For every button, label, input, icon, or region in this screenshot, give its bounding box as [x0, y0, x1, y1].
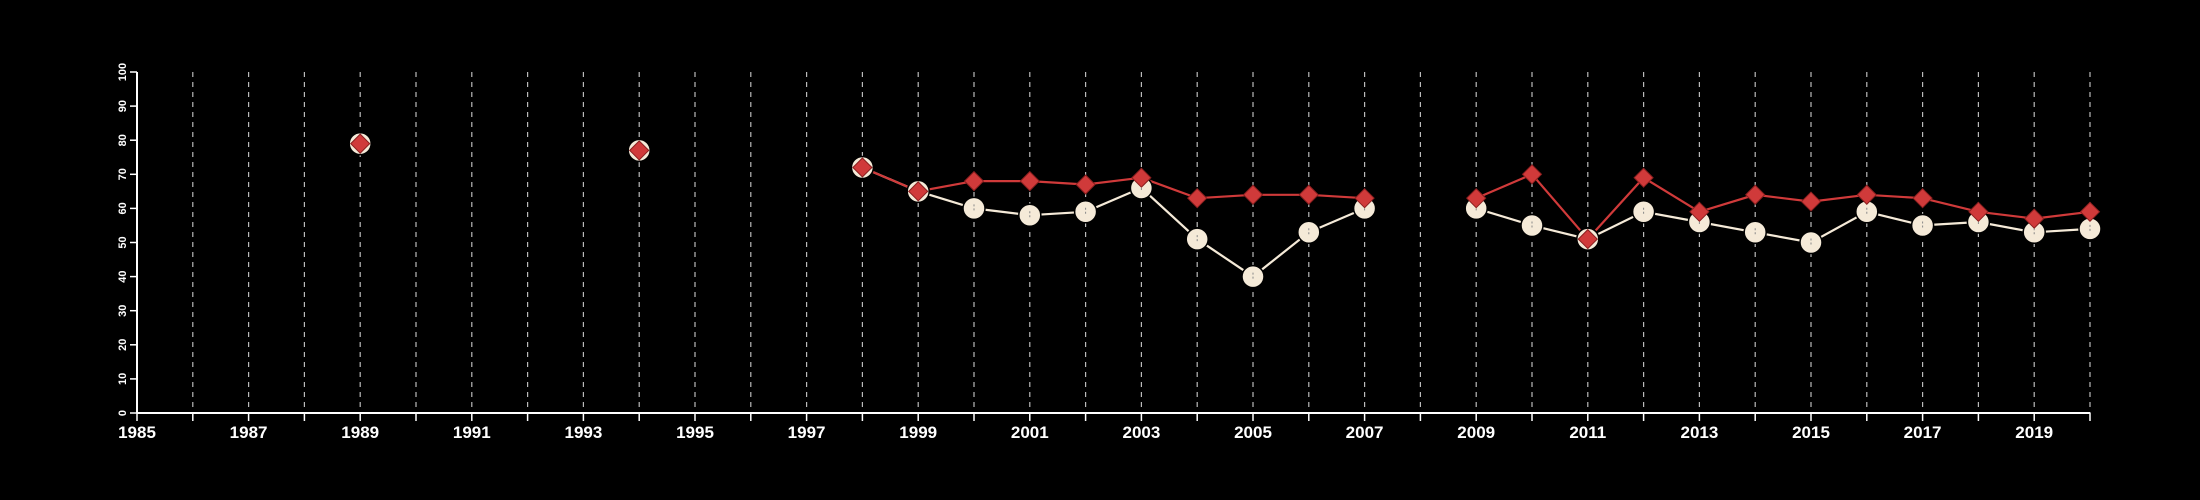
diamond-marker: [1354, 187, 1375, 209]
x-tick-label: 2001: [1011, 423, 1049, 442]
diamond-marker: [1242, 184, 1264, 205]
diamond-marker: [1075, 174, 1096, 195]
diamond-marker: [1689, 201, 1710, 223]
y-tick-label: 90: [117, 100, 129, 112]
diamond-marker: [1968, 201, 1989, 223]
diamond-marker: [1131, 167, 1152, 188]
x-tick-label: 1989: [341, 423, 379, 442]
y-tick-label: 70: [117, 168, 129, 180]
diamond-marker: [1633, 167, 1654, 188]
x-tick-label: 1985: [118, 423, 156, 442]
diamond-marker: [963, 170, 985, 192]
diamond-marker: [1577, 228, 1599, 250]
y-tick-label: 0: [117, 410, 129, 416]
axes: 0 10 20 30 40 50 60 70 80 90 100 1985 1987 1989 1991 19…: [117, 63, 2091, 442]
x-tick-label: 2003: [1122, 423, 1160, 442]
series-lines: [861, 166, 2091, 278]
x-tick-label: 2015: [1792, 423, 1830, 442]
x-tick-label: 2009: [1457, 423, 1495, 442]
x-tick-label: 1995: [676, 423, 714, 442]
x-tick-label: 1997: [788, 423, 826, 442]
y-tick-label: 40: [117, 270, 129, 282]
diamond-marker: [907, 181, 929, 202]
diamond-marker: [1521, 164, 1543, 185]
y-tick-label: 100: [117, 63, 129, 81]
y-tick-label: 60: [117, 202, 129, 214]
series-markers: [348, 131, 2102, 289]
x-tick-label: 2013: [1680, 423, 1718, 442]
x-tick-label: 2017: [1904, 423, 1942, 442]
diamond-marker: [2079, 201, 2101, 223]
diamond-marker: [1744, 184, 1766, 205]
x-tick-label: 2011: [1569, 423, 1606, 442]
diamond-marker: [1800, 191, 1822, 212]
x-tick-label: 2007: [1346, 423, 1384, 442]
series-line: [861, 166, 1366, 278]
y-tick-label: 50: [117, 236, 129, 248]
diamond-marker: [1856, 184, 1878, 205]
diamond-marker: [1019, 170, 1041, 192]
y-tick-label: 10: [117, 373, 129, 385]
y-tick-label: 80: [117, 134, 129, 146]
x-tick-label: 2019: [2015, 423, 2053, 442]
diamond-marker: [852, 157, 873, 178]
diamond-marker: [1186, 187, 1208, 209]
y-tick-label: 20: [117, 339, 129, 351]
x-tick-label: 1993: [564, 423, 602, 442]
series-line: [861, 166, 1365, 200]
x-tick-label: 1991: [453, 423, 491, 442]
diamond-marker: [1912, 187, 1933, 209]
diamond-marker: [2023, 208, 2045, 229]
diamond-marker: [628, 140, 650, 161]
diamond-marker: [1465, 187, 1487, 209]
x-tick-label: 2005: [1234, 423, 1272, 442]
diamond-marker: [1298, 184, 1320, 205]
series-line: [1475, 172, 2091, 241]
y-tick-label: 30: [117, 305, 129, 317]
x-tick-label: 1999: [899, 423, 937, 442]
diamond-marker: [349, 133, 371, 154]
x-tick-label: 1987: [230, 423, 268, 442]
